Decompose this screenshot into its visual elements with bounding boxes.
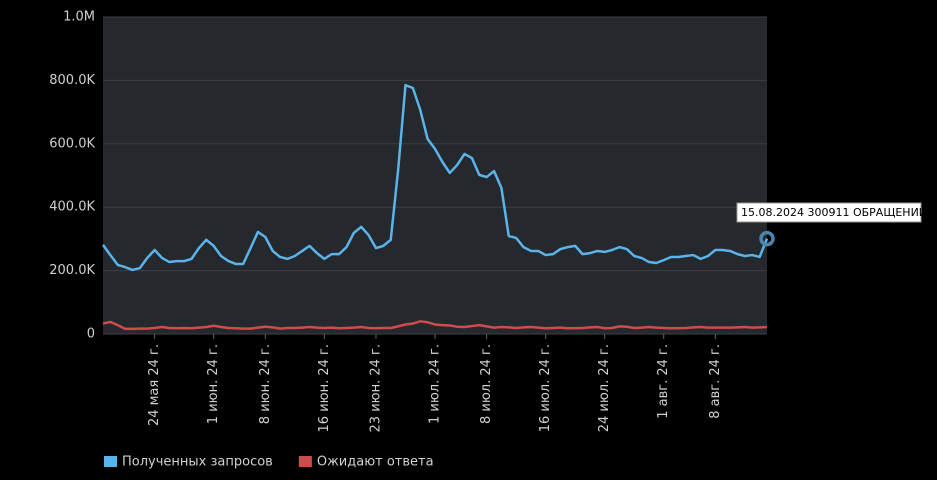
x-tick-label: 8 авг. 24 г. [708,344,723,419]
x-tick-label: 23 июн. 24 г. [368,344,383,432]
y-tick-label: 400.0K [49,200,95,215]
x-tick-label: 8 июл. 24 г. [479,344,494,424]
y-tick-label: 1.0M [63,10,95,25]
x-tick-label: 24 мая 24 г. [147,344,162,426]
y-tick-label: 200.0K [49,263,95,278]
legend-swatch [298,456,312,467]
y-tick-label: 0 [87,327,95,342]
legend-label: Полученных запросов [122,455,273,470]
x-tick-label: 8 июн. 24 г. [258,344,273,424]
y-tick-label: 800.0K [49,73,95,88]
tooltip-box [736,202,922,223]
plot-area [103,17,767,334]
x-tick-label: 24 июл. 24 г. [597,344,612,432]
x-tick-label: 1 авг. 24 г. [656,344,671,419]
legend-label: Ожидают ответа [317,455,434,470]
x-tick-label: 16 июн. 24 г. [317,344,332,432]
y-tick-label: 600.0K [49,136,95,151]
x-tick-label: 1 июн. 24 г. [206,344,221,424]
x-tick-label: 16 июл. 24 г. [538,344,553,432]
series-line [101,83,769,272]
hover-point [759,230,775,247]
tooltip-text: 15.08.2024 300911 ОБРАЩЕНИЙ [741,206,927,219]
x-tick-label: 1 июл. 24 г. [428,344,443,424]
legend-swatch [104,456,117,467]
series-line [102,320,768,331]
